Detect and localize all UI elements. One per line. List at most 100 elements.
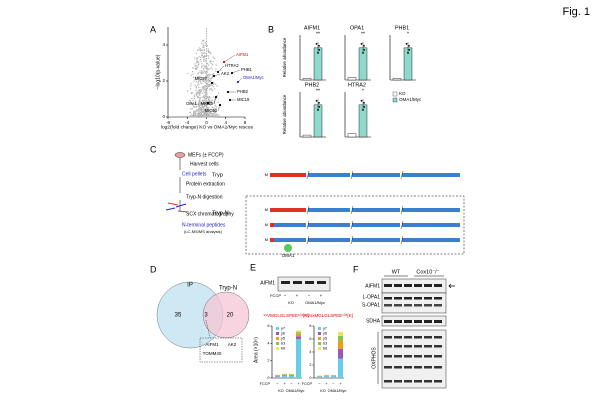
background-dot	[207, 75, 209, 78]
background-dot	[206, 89, 208, 91]
legend-swatch	[392, 97, 398, 103]
background-dot	[192, 103, 195, 106]
blot-band	[434, 366, 442, 369]
background-dot	[202, 100, 205, 102]
background-dot	[196, 96, 198, 99]
blot-band	[394, 366, 402, 369]
point	[362, 108, 364, 111]
background-dot	[219, 69, 222, 71]
background-dot	[207, 79, 209, 82]
background-dot	[198, 86, 200, 89]
point	[408, 48, 411, 51]
legend-label: b3	[281, 342, 285, 346]
background-dot	[214, 111, 217, 113]
legend-label: y5	[281, 337, 285, 341]
background-dot	[213, 110, 216, 112]
figure-label: Fig. 1	[562, 6, 590, 18]
background-dot	[200, 56, 202, 59]
background-dot	[197, 110, 199, 112]
plot-title: HTRA2	[348, 82, 366, 88]
blot-band	[384, 297, 392, 300]
background-dot	[198, 112, 200, 114]
point	[363, 44, 365, 47]
background-dot	[197, 73, 199, 75]
x-tick-label: 0	[205, 120, 208, 125]
point	[408, 44, 410, 47]
point	[318, 48, 321, 51]
bar-segment	[296, 336, 301, 339]
background-dot	[207, 69, 209, 71]
background-dot	[203, 103, 206, 106]
background-dot	[211, 63, 214, 66]
background-dot	[194, 110, 196, 113]
blot-band	[404, 304, 412, 307]
legend-label: OMA1/Myc	[399, 97, 422, 102]
background-dot	[189, 116, 191, 118]
segment	[270, 223, 274, 227]
background-dot	[209, 68, 211, 70]
background-dot	[194, 111, 196, 114]
bar-segment	[324, 376, 329, 378]
background-dot	[205, 43, 207, 45]
background-dot	[203, 94, 205, 97]
start-residue: M	[265, 237, 268, 242]
significance: *	[407, 31, 409, 37]
y-tick-label: 2	[162, 78, 165, 83]
count: 3	[204, 313, 208, 319]
background-dot	[202, 67, 204, 70]
background-dot	[206, 83, 209, 86]
legend-swatch	[318, 327, 321, 330]
background-dot	[209, 61, 211, 63]
background-dot	[216, 85, 218, 87]
background-dot	[196, 92, 199, 94]
x-tick-label: 4	[224, 120, 227, 125]
background-dot	[204, 87, 206, 89]
count: 35	[175, 313, 182, 319]
background-dot	[204, 55, 206, 57]
background-dot	[215, 70, 217, 73]
start-residue: M	[265, 207, 268, 212]
background-dot	[211, 106, 214, 109]
background-dot	[207, 77, 209, 79]
gene-label: MIC25	[201, 101, 214, 106]
background-dot	[203, 49, 205, 52]
background-dot	[189, 108, 192, 110]
background-dot	[204, 89, 207, 91]
sign: +	[339, 381, 342, 386]
blot-band	[404, 355, 412, 358]
bar-segment	[338, 335, 343, 341]
background-dot	[200, 71, 202, 74]
background-dot	[190, 103, 193, 105]
step-label: Harvest cells	[190, 161, 219, 167]
bar	[392, 78, 402, 81]
start-residue: M	[265, 222, 268, 227]
point	[407, 51, 409, 54]
background-dot	[213, 58, 216, 60]
background-dot	[194, 101, 197, 103]
group-label: OMA1/Myc	[286, 389, 305, 393]
background-dot	[191, 70, 194, 73]
blot	[381, 292, 447, 314]
point	[363, 101, 365, 104]
band-label: L-OPA1	[363, 294, 381, 300]
line	[400, 220, 404, 230]
background-dot	[191, 92, 194, 94]
line	[306, 235, 310, 245]
background-dot	[195, 93, 198, 96]
background-dot	[204, 98, 206, 100]
blot-band	[414, 355, 422, 358]
arrow	[448, 283, 455, 289]
background-dot	[205, 95, 208, 98]
dish	[174, 152, 186, 158]
segment	[352, 208, 400, 212]
legend-swatch	[392, 91, 398, 97]
background-dot	[207, 110, 209, 112]
segment	[274, 223, 306, 227]
blot-band	[434, 380, 442, 383]
axis-label: Area (×10⁸)	[253, 337, 259, 363]
background-dot	[193, 97, 196, 100]
background-dot	[195, 105, 197, 108]
legend-label: b3	[323, 342, 327, 346]
legend-swatch	[318, 347, 321, 350]
